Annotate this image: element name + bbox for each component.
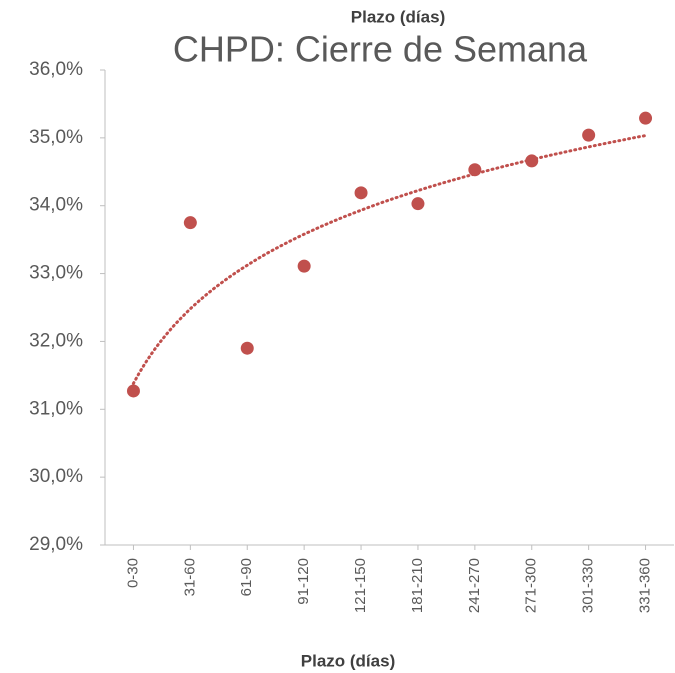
- point: [354, 186, 368, 200]
- point: [183, 216, 197, 230]
- point: [126, 384, 140, 398]
- point: [525, 154, 539, 168]
- x-tick-label: 271-300: [523, 558, 540, 613]
- y-tick-label: 31,0%: [29, 398, 83, 419]
- y-tick-label: 32,0%: [29, 330, 83, 351]
- y-tick-label: 29,0%: [29, 534, 83, 555]
- x-axis-label-top: Plazo (días): [351, 7, 445, 26]
- x-tick-label: 0-30: [124, 558, 141, 588]
- x-tick-label: 121-150: [352, 558, 369, 613]
- x-tick-label: 241-270: [466, 558, 483, 613]
- x-tick-label: 31-60: [181, 558, 198, 596]
- y-tick-label: 34,0%: [29, 195, 83, 216]
- point: [639, 111, 653, 125]
- x-tick-label: 181-210: [409, 558, 426, 613]
- x-tick-label: 91-120: [295, 558, 312, 605]
- point: [468, 163, 482, 177]
- x-axis-label: Plazo (días): [301, 651, 395, 670]
- x-tick-label: 301-330: [580, 558, 597, 613]
- y-tick-label: 36,0%: [29, 59, 83, 80]
- point: [240, 341, 254, 355]
- chart-title: CHPD: Cierre de Semana: [173, 29, 588, 70]
- point: [297, 259, 311, 273]
- y-tick-label: 35,0%: [29, 127, 83, 148]
- x-tick-label: 331-360: [637, 558, 654, 613]
- y-tick-label: 30,0%: [29, 466, 83, 487]
- point: [411, 197, 425, 211]
- x-tick-label: 61-90: [238, 558, 255, 596]
- y-tick-label: 33,0%: [29, 263, 83, 284]
- point: [582, 128, 596, 142]
- trendline: [131, 134, 647, 385]
